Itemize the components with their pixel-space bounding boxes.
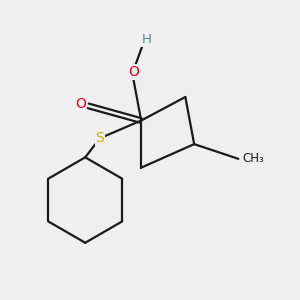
Text: S: S [96,131,104,145]
Text: H: H [142,33,152,46]
Text: CH₃: CH₃ [243,152,265,165]
Text: O: O [75,98,86,111]
Text: O: O [128,65,139,79]
